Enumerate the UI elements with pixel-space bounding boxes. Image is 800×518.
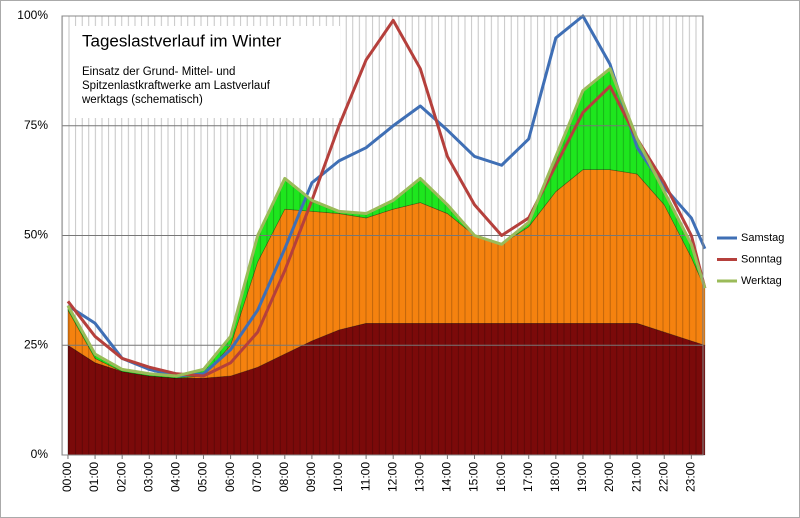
y-tick-label: 100% — [17, 8, 48, 22]
y-tick-label: 75% — [24, 118, 48, 132]
x-tick-label: 15:00 — [467, 462, 481, 492]
x-tick-label: 12:00 — [385, 462, 399, 492]
x-tick-label: 05:00 — [196, 462, 210, 492]
x-tick-label: 17:00 — [521, 462, 535, 492]
x-tick-label: 14:00 — [440, 462, 454, 492]
legend-label: Werktag — [741, 275, 782, 287]
legend-label: Sonntag — [741, 253, 782, 265]
x-tick-label: 04:00 — [169, 462, 183, 492]
x-tick-label: 03:00 — [141, 462, 155, 492]
x-tick-label: 08:00 — [277, 462, 291, 492]
y-tick-label: 0% — [31, 447, 49, 461]
line — [66, 67, 707, 378]
y-tick-label: 25% — [24, 337, 48, 351]
x-tick-label: 06:00 — [223, 462, 237, 492]
plot-border — [61, 15, 704, 456]
title-box — [70, 26, 340, 118]
x-tick-label: 18:00 — [548, 462, 562, 492]
x-tick-label: 02:00 — [114, 462, 128, 492]
y-tick-label: 50% — [24, 228, 48, 242]
line — [66, 18, 707, 378]
x-tick-label: 19:00 — [575, 462, 589, 492]
x-tick-label: 13:00 — [412, 462, 426, 492]
x-tick-label: 22:00 — [656, 462, 670, 492]
subtitle: Spitzenlastkraftwerke am Lastverlauf — [82, 80, 271, 92]
x-tick-label: 23:00 — [684, 462, 698, 492]
x-tick-label: 00:00 — [60, 462, 74, 492]
subtitle: werktags (schematisch) — [81, 94, 203, 106]
x-tick-label: 20:00 — [602, 462, 616, 492]
legend-label: Samstag — [741, 232, 784, 244]
x-tick-label: 09:00 — [304, 462, 318, 492]
x-tick-label: 16:00 — [494, 462, 508, 492]
x-tick-label: 21:00 — [629, 462, 643, 492]
chart-title: Tageslastverlauf im Winter — [82, 31, 282, 50]
x-tick-label: 11:00 — [358, 462, 372, 491]
x-tick-label: 10:00 — [331, 462, 345, 492]
subtitle: Einsatz der Grund- Mittel- und — [82, 66, 235, 78]
x-tick-label: 07:00 — [250, 462, 264, 492]
x-tick-label: 01:00 — [87, 462, 101, 492]
